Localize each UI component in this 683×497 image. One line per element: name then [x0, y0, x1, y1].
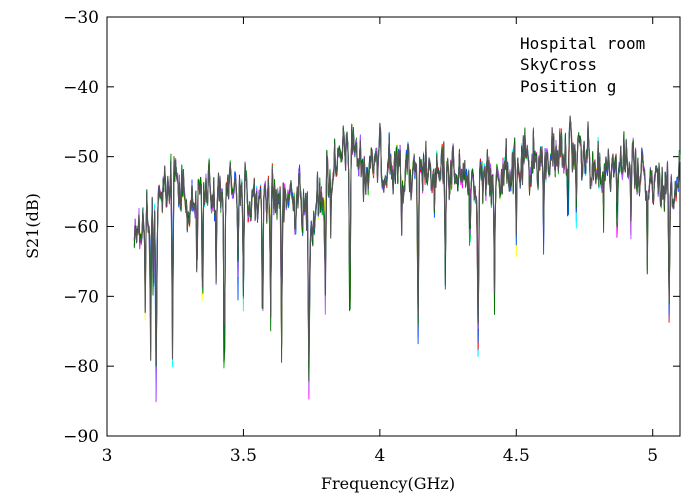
annotation-line-1: Hospital room [520, 34, 645, 53]
x-axis-label: Frequency(GHz) [321, 474, 455, 493]
y-tick-label: −60 [63, 218, 99, 238]
annotation-line-3: Position g [520, 77, 616, 96]
series-layer [133, 115, 681, 403]
y-tick-label: −90 [63, 427, 99, 447]
axis-ticks: 3 3.5 4 4.5 5 −90 −80 −70 −60 −50 −40 −30 [63, 8, 680, 466]
x-tick-label: 4 [374, 446, 385, 466]
x-tick-label: 5 [647, 446, 658, 466]
plot-area [106, 16, 681, 437]
x-tick-label: 3 [102, 446, 113, 466]
y-tick-label: −70 [63, 287, 99, 307]
y-tick-label: −30 [63, 8, 99, 28]
annotation-line-2: SkyCross [520, 55, 597, 74]
y-tick-label: −80 [63, 357, 99, 377]
x-tick-label: 3.5 [230, 446, 257, 466]
y-axis-label: S21(dB) [23, 193, 42, 259]
x-tick-label: 4.5 [503, 446, 530, 466]
y-tick-label: −40 [63, 78, 99, 98]
series-line [133, 115, 681, 363]
y-tick-label: −50 [63, 148, 99, 168]
